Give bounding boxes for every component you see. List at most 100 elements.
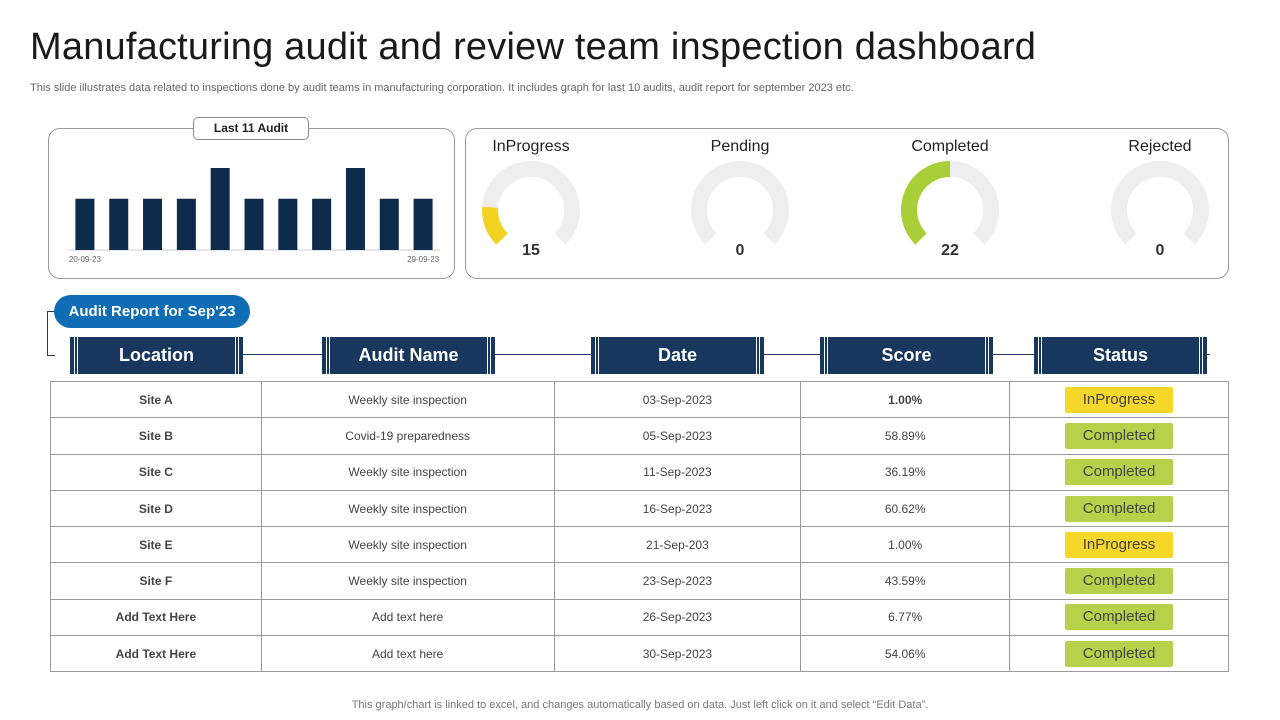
gauge-label: Pending xyxy=(710,138,770,155)
gauge-arc xyxy=(482,161,580,245)
status-badge: Completed xyxy=(1065,422,1174,449)
audit-name-cell: Weekly site inspection xyxy=(260,526,555,564)
table-row[interactable]: Site A Weekly site inspection 03-Sep-2023 1… xyxy=(50,380,1229,419)
audit-report-table: Site A Weekly site inspection 03-Sep-2023 1… xyxy=(50,380,1229,673)
audit-name-cell: Add text here xyxy=(260,598,555,637)
location-cell: Add Text Here xyxy=(50,635,262,673)
bar[interactable] xyxy=(312,198,332,250)
gauge-label: Rejected xyxy=(1128,138,1192,155)
status-badge: Completed xyxy=(1065,568,1174,595)
date-cell: 11-Sep-2023 xyxy=(553,453,802,491)
gauge-arc xyxy=(691,161,789,245)
gauge-label: Completed xyxy=(911,138,989,155)
audit-report-tag: Audit Report for Sep'23 xyxy=(54,295,250,328)
location-cell: Site D xyxy=(50,489,262,528)
score-cell: 43.59% xyxy=(800,562,1011,600)
bar[interactable] xyxy=(75,198,95,250)
score-cell: 54.06% xyxy=(800,635,1011,673)
status-badge: InProgress xyxy=(1065,386,1174,413)
gauge-pending[interactable]: Pending 0 xyxy=(670,138,810,268)
table-row[interactable]: Site B Covid-19 preparedness 05-Sep-2023 58… xyxy=(50,417,1229,455)
date-cell: 26-Sep-2023 xyxy=(553,598,802,637)
score-cell: 1.00% xyxy=(800,526,1011,564)
bar[interactable] xyxy=(143,198,163,250)
gauge-value: 15 xyxy=(522,242,540,259)
date-cell: 05-Sep-2023 xyxy=(553,417,802,455)
status-badge: InProgress xyxy=(1065,531,1174,558)
table-row[interactable]: Site F Weekly site inspection 23-Sep-2023 4… xyxy=(50,562,1229,600)
report-connector xyxy=(47,311,55,356)
bar[interactable] xyxy=(176,198,196,250)
table-row[interactable]: Add Text Here Add text here 30-Sep-2023 54.… xyxy=(50,635,1229,673)
audit-name-cell: Covid-19 preparedness xyxy=(260,417,555,455)
date-cell: 23-Sep-2023 xyxy=(553,562,802,600)
chart-tag: Last 11 Audit xyxy=(193,117,309,140)
audit-name-cell: Weekly site inspection xyxy=(260,489,555,528)
column-header-score[interactable]: Score xyxy=(824,337,989,374)
date-cell: 03-Sep-2023 xyxy=(553,380,802,419)
gauge-arc xyxy=(901,161,999,245)
column-header-audit-name[interactable]: Audit Name xyxy=(326,337,491,374)
date-cell: 21-Sep-203 xyxy=(553,526,802,564)
page-title: Manufacturing audit and review team insp… xyxy=(30,26,1037,68)
score-cell: 58.89% xyxy=(800,417,1011,455)
table-row[interactable]: Site C Weekly site inspection 11-Sep-2023 3… xyxy=(50,453,1229,491)
bar[interactable] xyxy=(210,168,230,250)
bar[interactable] xyxy=(379,198,399,250)
location-cell: Site C xyxy=(50,453,262,491)
gauge-value: 0 xyxy=(1155,242,1165,259)
table-row[interactable]: Site D Weekly site inspection 16-Sep-2023 6… xyxy=(50,489,1229,528)
score-cell: 60.62% xyxy=(800,489,1011,528)
status-cell: Completed xyxy=(1009,489,1229,528)
date-cell: 16-Sep-2023 xyxy=(553,489,802,528)
column-header-location[interactable]: Location xyxy=(74,337,239,374)
table-row[interactable]: Site E Weekly site inspection 21-Sep-203 1.… xyxy=(50,526,1229,564)
footer-note: This graph/chart is linked to excel, and… xyxy=(351,699,929,711)
gauge-value: 0 xyxy=(735,242,745,259)
score-cell: 1.00% xyxy=(800,380,1011,419)
column-header-status[interactable]: Status xyxy=(1038,337,1203,374)
status-badge: Completed xyxy=(1065,459,1174,486)
location-cell: Site A xyxy=(50,380,262,419)
gauge-track xyxy=(691,161,789,245)
bar[interactable] xyxy=(278,198,298,250)
bar[interactable] xyxy=(109,198,129,250)
gauge-track xyxy=(1111,161,1209,245)
gauge-inprogress[interactable]: InProgress 15 xyxy=(461,138,601,268)
bar-chart[interactable]: 20-09-23 29-09-23 xyxy=(60,150,450,270)
gauge-card xyxy=(465,128,1229,279)
status-cell: Completed xyxy=(1009,562,1229,600)
bar[interactable] xyxy=(244,198,264,250)
column-header-date[interactable]: Date xyxy=(595,337,760,374)
status-cell: Completed xyxy=(1009,453,1229,491)
status-badge: Completed xyxy=(1065,640,1174,667)
gauge-rejected[interactable]: Rejected 0 xyxy=(1090,138,1230,268)
bar[interactable] xyxy=(345,168,365,250)
status-badge: Completed xyxy=(1065,495,1174,522)
status-badge: Completed xyxy=(1065,604,1174,631)
x-tick-label: 20-09-23 xyxy=(69,255,102,264)
gauge-fill xyxy=(901,161,951,245)
table-row[interactable]: Add Text Here Add text here 26-Sep-2023 6.7… xyxy=(50,598,1229,637)
gauge-label: InProgress xyxy=(492,138,570,155)
gauge-fill xyxy=(482,206,508,245)
status-cell: Completed xyxy=(1009,598,1229,637)
page-subtitle: This slide illustrates data related to i… xyxy=(30,82,854,94)
location-cell: Add Text Here xyxy=(50,598,262,637)
status-cell: Completed xyxy=(1009,417,1229,455)
status-cell: InProgress xyxy=(1009,380,1229,419)
date-cell: 30-Sep-2023 xyxy=(553,635,802,673)
location-cell: Site E xyxy=(50,526,262,564)
x-tick-label: 29-09-23 xyxy=(407,255,440,264)
location-cell: Site F xyxy=(50,562,262,600)
audit-name-cell: Weekly site inspection xyxy=(260,562,555,600)
gauge-completed[interactable]: Completed 22 xyxy=(880,138,1020,268)
location-cell: Site B xyxy=(50,417,262,455)
score-cell: 6.77% xyxy=(800,598,1011,637)
audit-name-cell: Add text here xyxy=(260,635,555,673)
audit-name-cell: Weekly site inspection xyxy=(260,453,555,491)
status-cell: Completed xyxy=(1009,635,1229,673)
bar[interactable] xyxy=(413,198,433,250)
score-cell: 36.19% xyxy=(800,453,1011,491)
audit-name-cell: Weekly site inspection xyxy=(260,380,555,419)
